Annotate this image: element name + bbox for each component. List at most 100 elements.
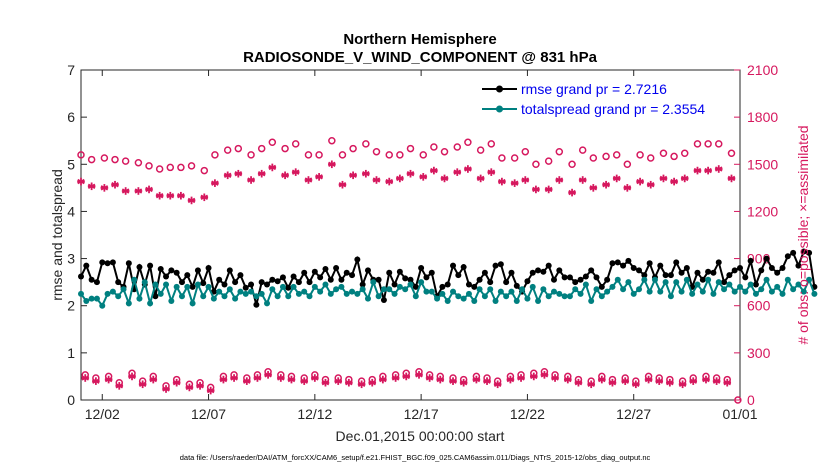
rmse-point [572, 279, 579, 286]
assimilated-point [555, 176, 564, 184]
totalspread-point [370, 279, 377, 286]
assimilated_low-point [551, 374, 559, 382]
totalspread-point [184, 283, 191, 290]
possible-point [349, 144, 357, 153]
assimilated-point [578, 176, 587, 184]
y-tick-label-right: 600 [747, 298, 771, 314]
x-tick-label: 12/27 [616, 406, 651, 422]
assimilated_low-point [449, 377, 457, 385]
possible-point [555, 147, 564, 156]
rmse-point [758, 267, 765, 274]
assimilated-point [247, 176, 255, 184]
series-assimilated_low [81, 371, 732, 395]
possible-point [77, 151, 85, 159]
possible-point [578, 146, 587, 154]
assimilated_low-point [574, 378, 583, 387]
assimilated_low-point [243, 377, 251, 385]
rmse-point [742, 274, 749, 281]
rmse-point [450, 262, 457, 269]
plot-frame [80, 69, 741, 401]
assimilated_low-point [415, 371, 423, 379]
assimilated-point [464, 165, 472, 173]
rmse-point [311, 268, 318, 275]
possible-point [211, 151, 219, 159]
rmse-point [737, 265, 743, 271]
totalspread-point [795, 281, 802, 288]
assimilated_low-point [162, 385, 170, 393]
totalspread-point [412, 293, 419, 300]
assimilated_low-point [357, 380, 366, 389]
assimilated-point [155, 191, 164, 200]
assimilated_low-point [689, 377, 698, 385]
totalspread-point [226, 286, 233, 293]
assimilated-point [100, 184, 109, 192]
assimilated_low-point [391, 374, 400, 382]
totalspread-point [327, 290, 334, 297]
rmse-point [136, 264, 143, 271]
y-tick-label-left: 7 [67, 62, 75, 78]
totalspread-point [444, 298, 451, 304]
rmse-point [752, 281, 759, 288]
possible-point [328, 136, 336, 145]
rmse-point [609, 260, 616, 267]
rmse-point [710, 269, 717, 276]
rmse-point [178, 279, 185, 286]
rmse-point [221, 281, 228, 288]
totalspread-point [694, 281, 701, 288]
assimilated-point [234, 169, 243, 178]
rmse-point [216, 276, 223, 283]
rmse-point [147, 262, 154, 269]
rmse-point [423, 274, 430, 281]
totalspread-point [683, 276, 690, 283]
assimilated-point [612, 174, 621, 183]
y-tick-label-right: 1500 [747, 156, 778, 172]
rmse-point [487, 279, 494, 286]
rmse-point [529, 269, 536, 276]
rmse-point [349, 272, 356, 279]
totalspread-point [115, 293, 122, 300]
assimilated-point [372, 176, 381, 184]
rmse-point [290, 273, 297, 280]
possible-point [304, 151, 313, 159]
totalspread-point [604, 288, 611, 295]
rmse-point [253, 301, 260, 308]
x-tick-label: 12/17 [404, 406, 439, 422]
totalspread-point [508, 288, 515, 295]
possible-point [100, 154, 109, 162]
totalspread-point [428, 288, 435, 295]
totalspread-point [264, 300, 271, 307]
rmse-point [184, 272, 191, 279]
rmse-point [375, 276, 382, 283]
rmse-point [705, 268, 712, 275]
totalspread-point [460, 295, 467, 302]
totalspread-point [364, 295, 371, 302]
totalspread-point [136, 295, 143, 302]
rmse-point [301, 269, 308, 276]
legend: rmse grand pr = 2.7216 totalspread grand… [479, 76, 734, 120]
possible-point [281, 144, 289, 153]
possible-point [234, 144, 243, 153]
totalspread-point [407, 281, 414, 288]
totalspread-point [540, 286, 547, 293]
possible-point [521, 147, 530, 156]
totalspread-point [141, 279, 148, 286]
totalspread-point [471, 298, 478, 304]
rmse-point [513, 282, 520, 289]
left-axis-ticks: 0 1 2 3 4 5 6 7 [67, 62, 87, 408]
rmse-point [492, 262, 499, 269]
assimilated_low-point [712, 377, 721, 385]
rmse-point [407, 276, 414, 283]
totalspread-point [359, 286, 366, 293]
assimilated_low-point [104, 375, 113, 384]
assimilated-point [704, 166, 712, 175]
possible-point [693, 140, 702, 148]
assimilated-point [487, 168, 496, 176]
totalspread-point [396, 283, 403, 290]
totalspread-point [248, 288, 255, 295]
totalspread-point [646, 288, 653, 295]
totalspread-point [301, 288, 308, 295]
assimilated-point [111, 180, 119, 189]
assimilated_low-point [506, 375, 515, 384]
rmse-point [168, 267, 175, 274]
assimilated-point [419, 173, 428, 181]
